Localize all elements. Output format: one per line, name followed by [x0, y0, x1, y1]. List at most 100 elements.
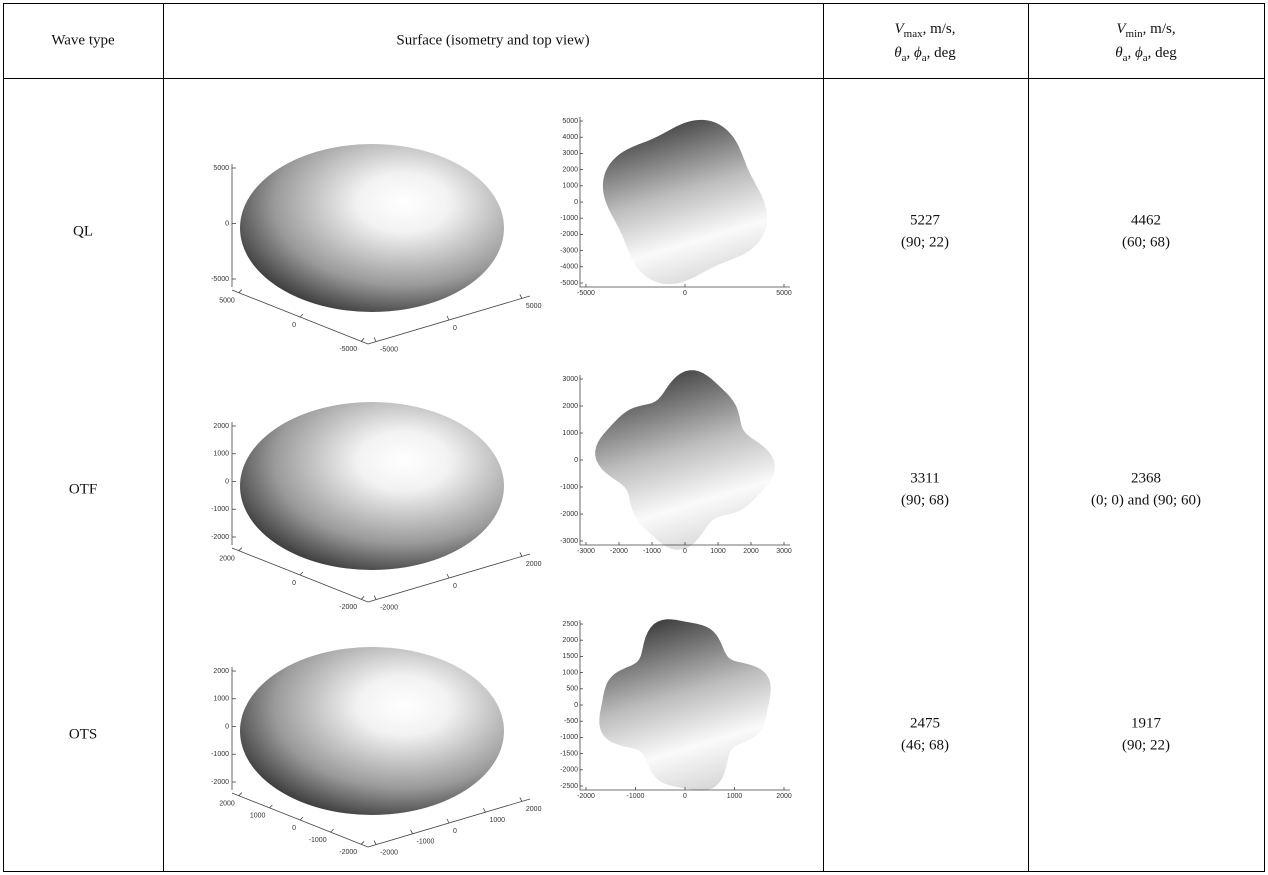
tick-label: 5000 [562, 118, 578, 125]
tick-label: -2000 [339, 849, 357, 856]
header-text: a [1143, 52, 1148, 64]
tick-mark [299, 816, 304, 821]
tick-mark [269, 804, 273, 809]
tick-label: 1000 [250, 813, 266, 820]
tick-label: -1000 [627, 793, 645, 800]
vmin-angles: (0; 0) and (90; 60) [1091, 492, 1201, 508]
tick-label: 4000 [562, 134, 578, 141]
iso-surface [240, 647, 504, 815]
tick-label: 3000 [562, 376, 578, 383]
header-text: V [894, 21, 905, 37]
header-text: min [1126, 28, 1144, 40]
tick-label: -1000 [560, 734, 578, 741]
iso-surface [240, 402, 504, 570]
tick-label: -2500 [560, 783, 578, 790]
tick-label: -2000 [380, 849, 398, 856]
tick-label: 0 [453, 325, 457, 332]
tick-label: 1000 [213, 451, 229, 458]
tick-label: -2000 [339, 604, 357, 611]
header-text: , m/s, [1143, 21, 1176, 37]
tick-label: -2000 [610, 548, 628, 555]
top-surface [595, 370, 775, 550]
tick-label: 0 [292, 825, 296, 832]
tick-label: 0 [225, 478, 229, 485]
tick-label: 0 [292, 322, 296, 329]
tick-label: -1000 [560, 215, 578, 222]
header-text: a [922, 52, 927, 64]
wave-type: QL [73, 223, 93, 239]
tick-label: -2000 [211, 779, 229, 786]
tick-mark [360, 596, 365, 600]
tick-label: -1000 [417, 839, 435, 846]
header-text: a [1123, 52, 1128, 64]
tick-label: -5000 [380, 346, 398, 353]
tick-label: 0 [683, 548, 687, 555]
tick-mark [446, 818, 450, 824]
header-surface: Surface (isometry and top view) [396, 32, 589, 48]
vmin-angles: (60; 68) [1122, 234, 1170, 250]
tick-label: 2000 [219, 556, 235, 563]
tick-label: 5000 [776, 290, 792, 297]
tick-label: 5000 [219, 298, 235, 305]
tick-label: 2000 [219, 801, 235, 808]
vmin-value: 2368 [1131, 470, 1161, 486]
header-text: , deg [927, 45, 957, 61]
tick-label: -1000 [309, 837, 327, 844]
header-text: θ [1115, 45, 1123, 61]
header-wave-type: Wave type [51, 32, 115, 48]
top-axes [579, 117, 790, 288]
vmax-angles: (46; 68) [901, 737, 949, 753]
tick-mark [483, 808, 486, 813]
tick-label: 2000 [562, 403, 578, 410]
header-text: θ [894, 45, 902, 61]
tick-mark [410, 829, 413, 834]
tick-mark [299, 313, 304, 318]
tick-mark [373, 840, 377, 845]
tick-label: -500 [564, 718, 578, 725]
header-text: ϕ [1135, 45, 1143, 61]
tick-label: 1000 [562, 183, 578, 190]
tick-label: 5000 [526, 303, 542, 310]
header-text: ϕ [914, 45, 922, 61]
tick-mark [446, 315, 450, 321]
wave-type: OTS [69, 726, 97, 742]
tick-label: -1000 [643, 548, 661, 555]
tick-mark [519, 552, 523, 557]
tick-label: 2000 [526, 806, 542, 813]
tick-label: -2000 [560, 767, 578, 774]
tick-mark [360, 841, 365, 845]
header-text: , [1127, 45, 1135, 61]
tick-label: 0 [574, 457, 578, 464]
table-grid [3, 3, 1265, 872]
tick-label: 0 [453, 828, 457, 835]
tick-label: -3000 [577, 548, 595, 555]
tick-label: -2000 [211, 534, 229, 541]
tick-mark [519, 797, 523, 802]
vmin-value: 1917 [1131, 715, 1162, 731]
tick-mark [446, 573, 450, 579]
tick-label: 0 [225, 220, 229, 227]
tick-label: 1000 [710, 548, 726, 555]
tick-label: 3000 [776, 548, 792, 555]
tick-label: 2000 [213, 668, 229, 675]
header-text: , [906, 45, 914, 61]
tick-label: -5000 [560, 280, 578, 287]
wave-type: OTF [69, 481, 97, 497]
vmax-value: 5227 [910, 212, 941, 228]
vmax-angles: (90; 68) [901, 492, 949, 508]
tick-label: 5000 [213, 165, 229, 172]
tick-mark [299, 571, 304, 576]
tick-label: -5000 [339, 346, 357, 353]
top-axes [579, 620, 790, 791]
tick-label: -3000 [560, 247, 578, 254]
tick-label: 0 [683, 793, 687, 800]
tick-label: 2500 [562, 621, 578, 628]
header-line: θa, ϕa, deg [894, 45, 956, 63]
tick-label: 2000 [562, 166, 578, 173]
vmin-angles: (90; 22) [1122, 737, 1170, 753]
vmax-angles: (90; 22) [901, 234, 949, 250]
tick-label: 2000 [743, 548, 759, 555]
top-surface [599, 619, 771, 791]
tick-label: 1000 [489, 817, 505, 824]
header-text: a [902, 52, 907, 64]
